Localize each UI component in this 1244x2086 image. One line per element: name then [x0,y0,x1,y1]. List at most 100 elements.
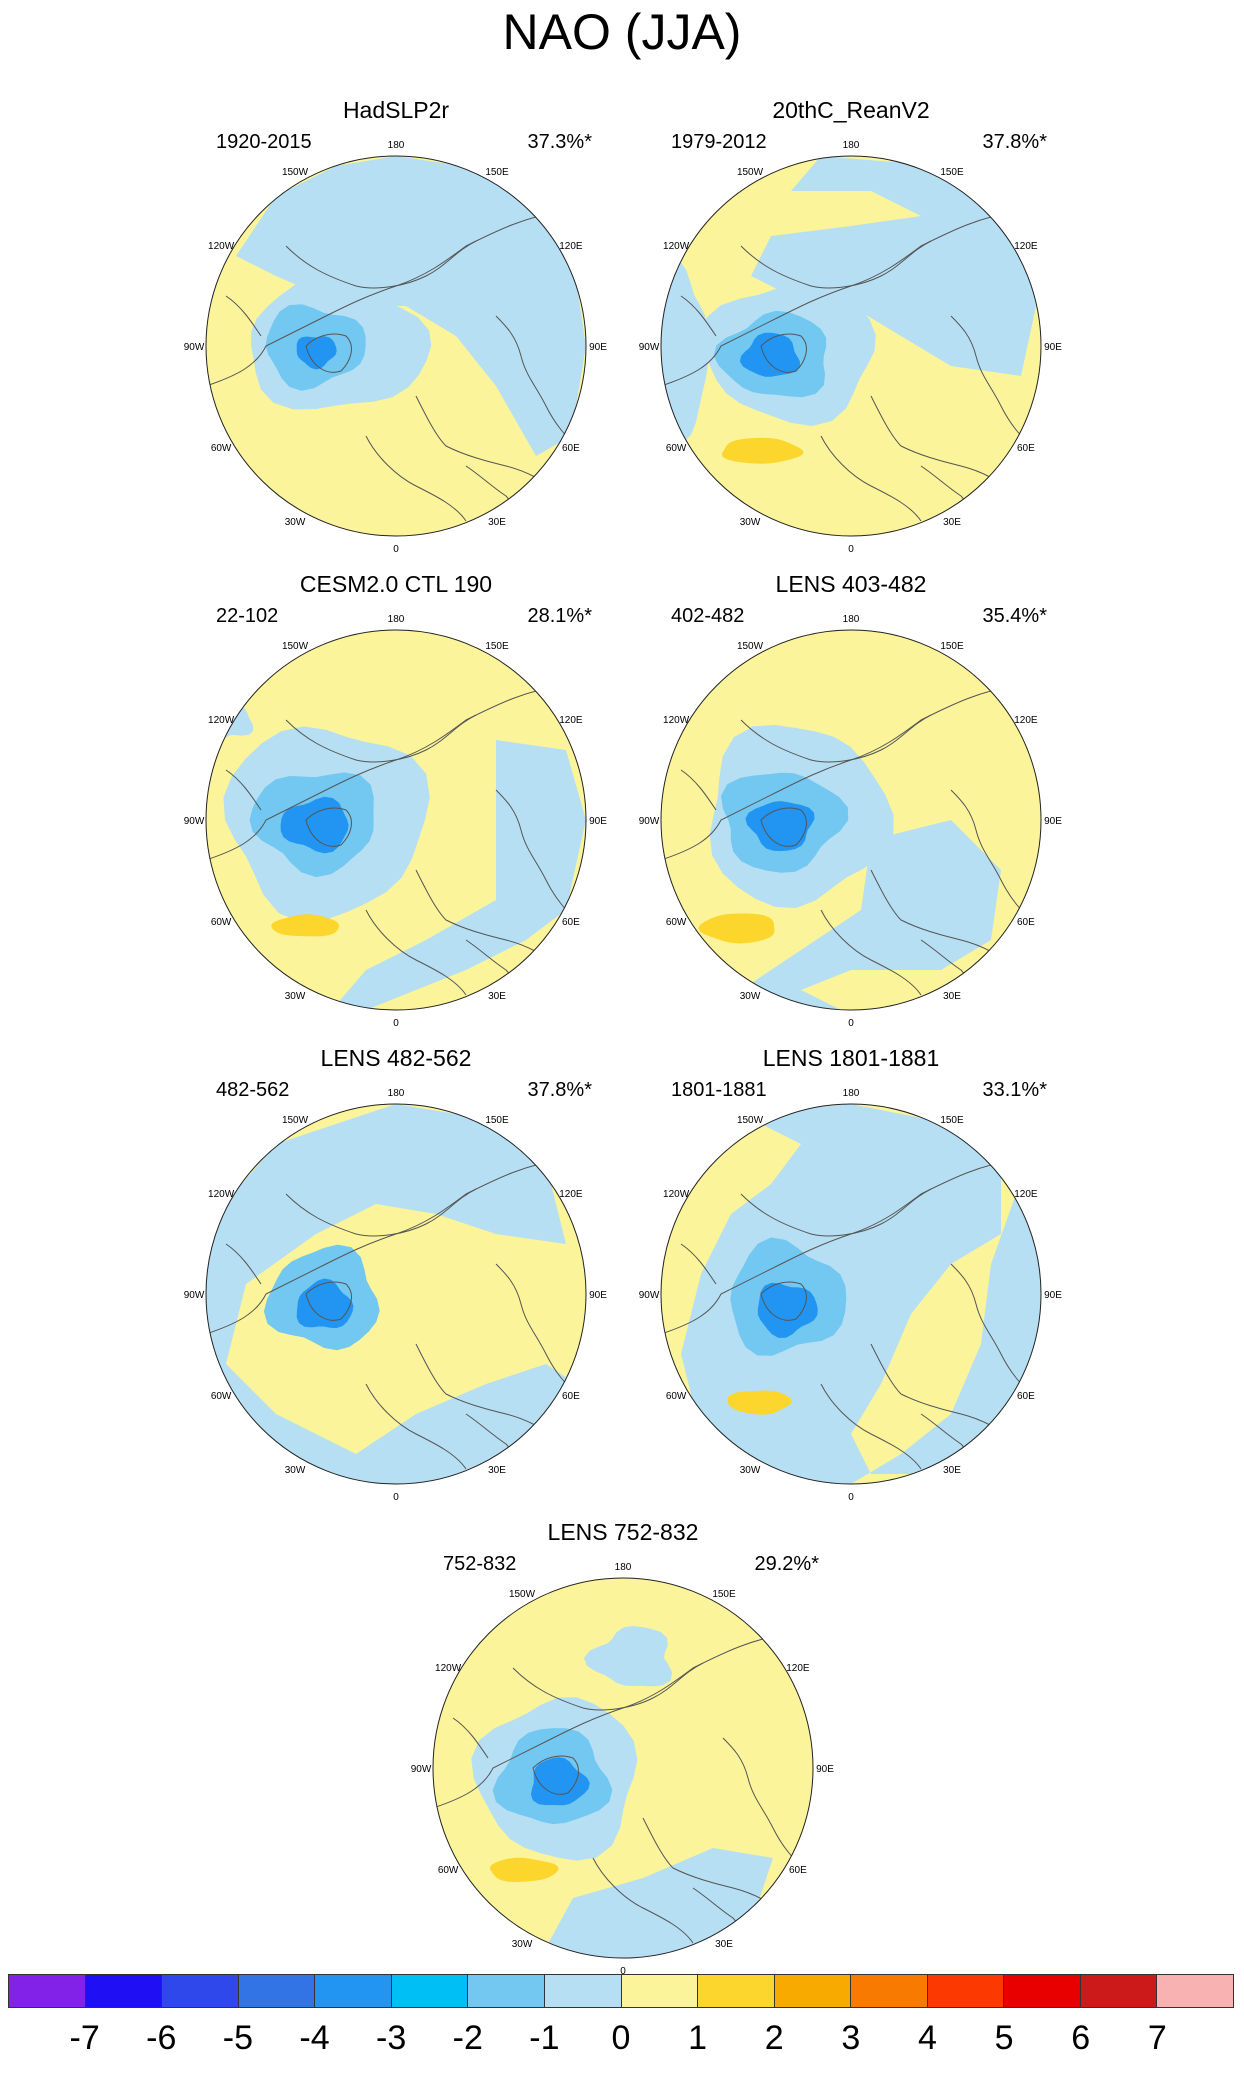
coastline [661,1158,1022,1335]
figure-title: NAO (JJA) [502,4,742,60]
panel-variance: 37.8%* [982,131,1048,153]
longitude-label: 30W [740,991,761,1002]
panel-title: 20thC_ReanV2 [772,97,930,123]
map-panel-cesm2-ctl-190: CESM2.0 CTL 190 22-102 28.1%* 180 150E 120… [166,570,626,1030]
colorbar-swatch [1004,1975,1081,2007]
coastline [740,714,932,763]
anomaly-region-light-blue [741,820,1001,1010]
panel-period: 402-482 [671,605,745,627]
coastline [495,1263,577,1395]
longitude-label: 180 [388,1088,405,1099]
longitude-label: 150W [737,1115,764,1126]
longitude-label: 150E [712,1589,736,1600]
anomaly-region-blue [757,1282,818,1338]
map-border [205,629,587,1011]
longitude-label: 150E [940,167,964,178]
longitude-label: 60W [211,917,232,928]
map-border [660,1103,1042,1485]
anomaly-region-blue [739,332,800,377]
coastline [820,909,922,996]
polar-map: 180 150E 120E 90E 60E 30E 0 30W 60W 90W 120W 150W [184,1088,608,1503]
map-border [205,1103,587,1485]
map-panel-lens-403-482: LENS 403-482 402-482 35.4%* 180 150E 120E 9… [621,570,1081,1030]
anomaly-region-orange-yellow [698,913,775,944]
longitude-label: 90W [184,816,205,827]
polar-map: 180 150E 120E 90E 60E 30E 0 30W 60W 90W 120W 150W [639,1088,1063,1503]
anomaly-region-blue [296,336,337,370]
coastline [760,333,807,373]
coastline [661,684,1022,861]
coastline [592,1857,694,1944]
longitude-label: 120E [786,1663,810,1674]
panel-variance: 37.3%* [527,131,593,153]
longitude-label: 0 [620,1966,626,1977]
longitude-label: 120E [1014,1189,1038,1200]
panel-title: CESM2.0 CTL 190 [299,571,493,597]
coastline [305,333,352,373]
colorbar-tick: 3 [841,2019,861,2057]
panel-period: 1920-2015 [216,131,312,153]
panel-variance: 35.4%* [982,605,1048,627]
coastline [433,1632,794,1809]
longitude-label: 150W [282,167,309,178]
longitude-label: 60E [562,917,580,928]
colorbar-swatch [1157,1975,1233,2007]
longitude-label: 120E [559,1189,583,1200]
longitude-label: 60E [1017,917,1035,928]
colorbar [8,1974,1234,2008]
longitude-label: 30E [943,517,961,528]
colorbar-tick: 1 [688,2019,708,2057]
longitude-label: 90E [816,1764,834,1775]
colorbar-tick: 5 [994,2019,1014,2057]
anomaly-region-blue [296,1278,354,1329]
panel-variance: 33.1%* [982,1079,1048,1101]
longitude-label: 180 [843,614,860,625]
colorbar-tick: 4 [918,2019,937,2057]
colorbar-swatch [315,1975,392,2007]
longitude-label: 0 [393,544,399,555]
panel-period: 22-102 [216,605,279,627]
coastline [680,769,717,811]
coastline [285,1188,477,1237]
map-panel-lens-752-832: LENS 752-832 752-832 29.2%* 180 150E 120E 9… [393,1518,853,1978]
colorbar-tick-labels: -7 -6 -5 -4 -3 -2 -1 0 1 2 3 4 5 6 7 [8,2016,1234,2060]
longitude-label: 120W [208,1189,235,1200]
longitude-label: 120W [435,1663,462,1674]
colorbar-tick: 0 [611,2019,631,2057]
anomaly-region-light-blue [206,1104,576,1484]
coastline [452,1717,489,1759]
longitude-label: 30E [943,991,961,1002]
coastline [820,435,922,522]
colorbar-swatch [468,1975,545,2007]
longitude-label: 120W [663,1189,690,1200]
longitude-label: 90W [639,1290,660,1301]
coastline [722,1737,804,1869]
coastline [950,315,1032,447]
map-border [205,155,587,537]
colorbar-tick: -1 [529,2019,560,2057]
longitude-label: 90E [1044,342,1062,353]
coastline [305,807,352,847]
longitude-label: 30W [740,517,761,528]
anomaly-region-blue [745,801,815,852]
longitude-label: 120W [208,241,235,252]
longitude-label: 30W [285,517,306,528]
longitude-label: 180 [388,614,405,625]
longitude-label: 30E [488,517,506,528]
map-panel-lens-1801-1881: LENS 1801-1881 1801-1881 33.1%* 180 150E 1… [621,1044,1081,1504]
longitude-label: 30W [512,1939,533,1950]
longitude-label: 120W [663,715,690,726]
longitude-label: 120W [208,715,235,726]
colorbar-swatch [698,1975,775,2007]
longitude-label: 180 [615,1562,632,1573]
longitude-label: 120W [663,241,690,252]
coastline [661,210,1022,387]
longitude-label: 90E [589,1290,607,1301]
panel-title: LENS 752-832 [547,1519,699,1545]
panel-variance: 29.2%* [754,1553,820,1575]
coastline [365,435,467,522]
longitude-label: 60E [562,443,580,454]
polar-map: 180 150E 120E 90E 60E 30E 0 30W 60W 90W 120W 150W [184,140,608,555]
colorbar-swatch [391,1975,469,2007]
polar-map: 180 150E 120E 90E 60E 30E 0 30W 60W 90W 120W 150W [184,614,608,1029]
